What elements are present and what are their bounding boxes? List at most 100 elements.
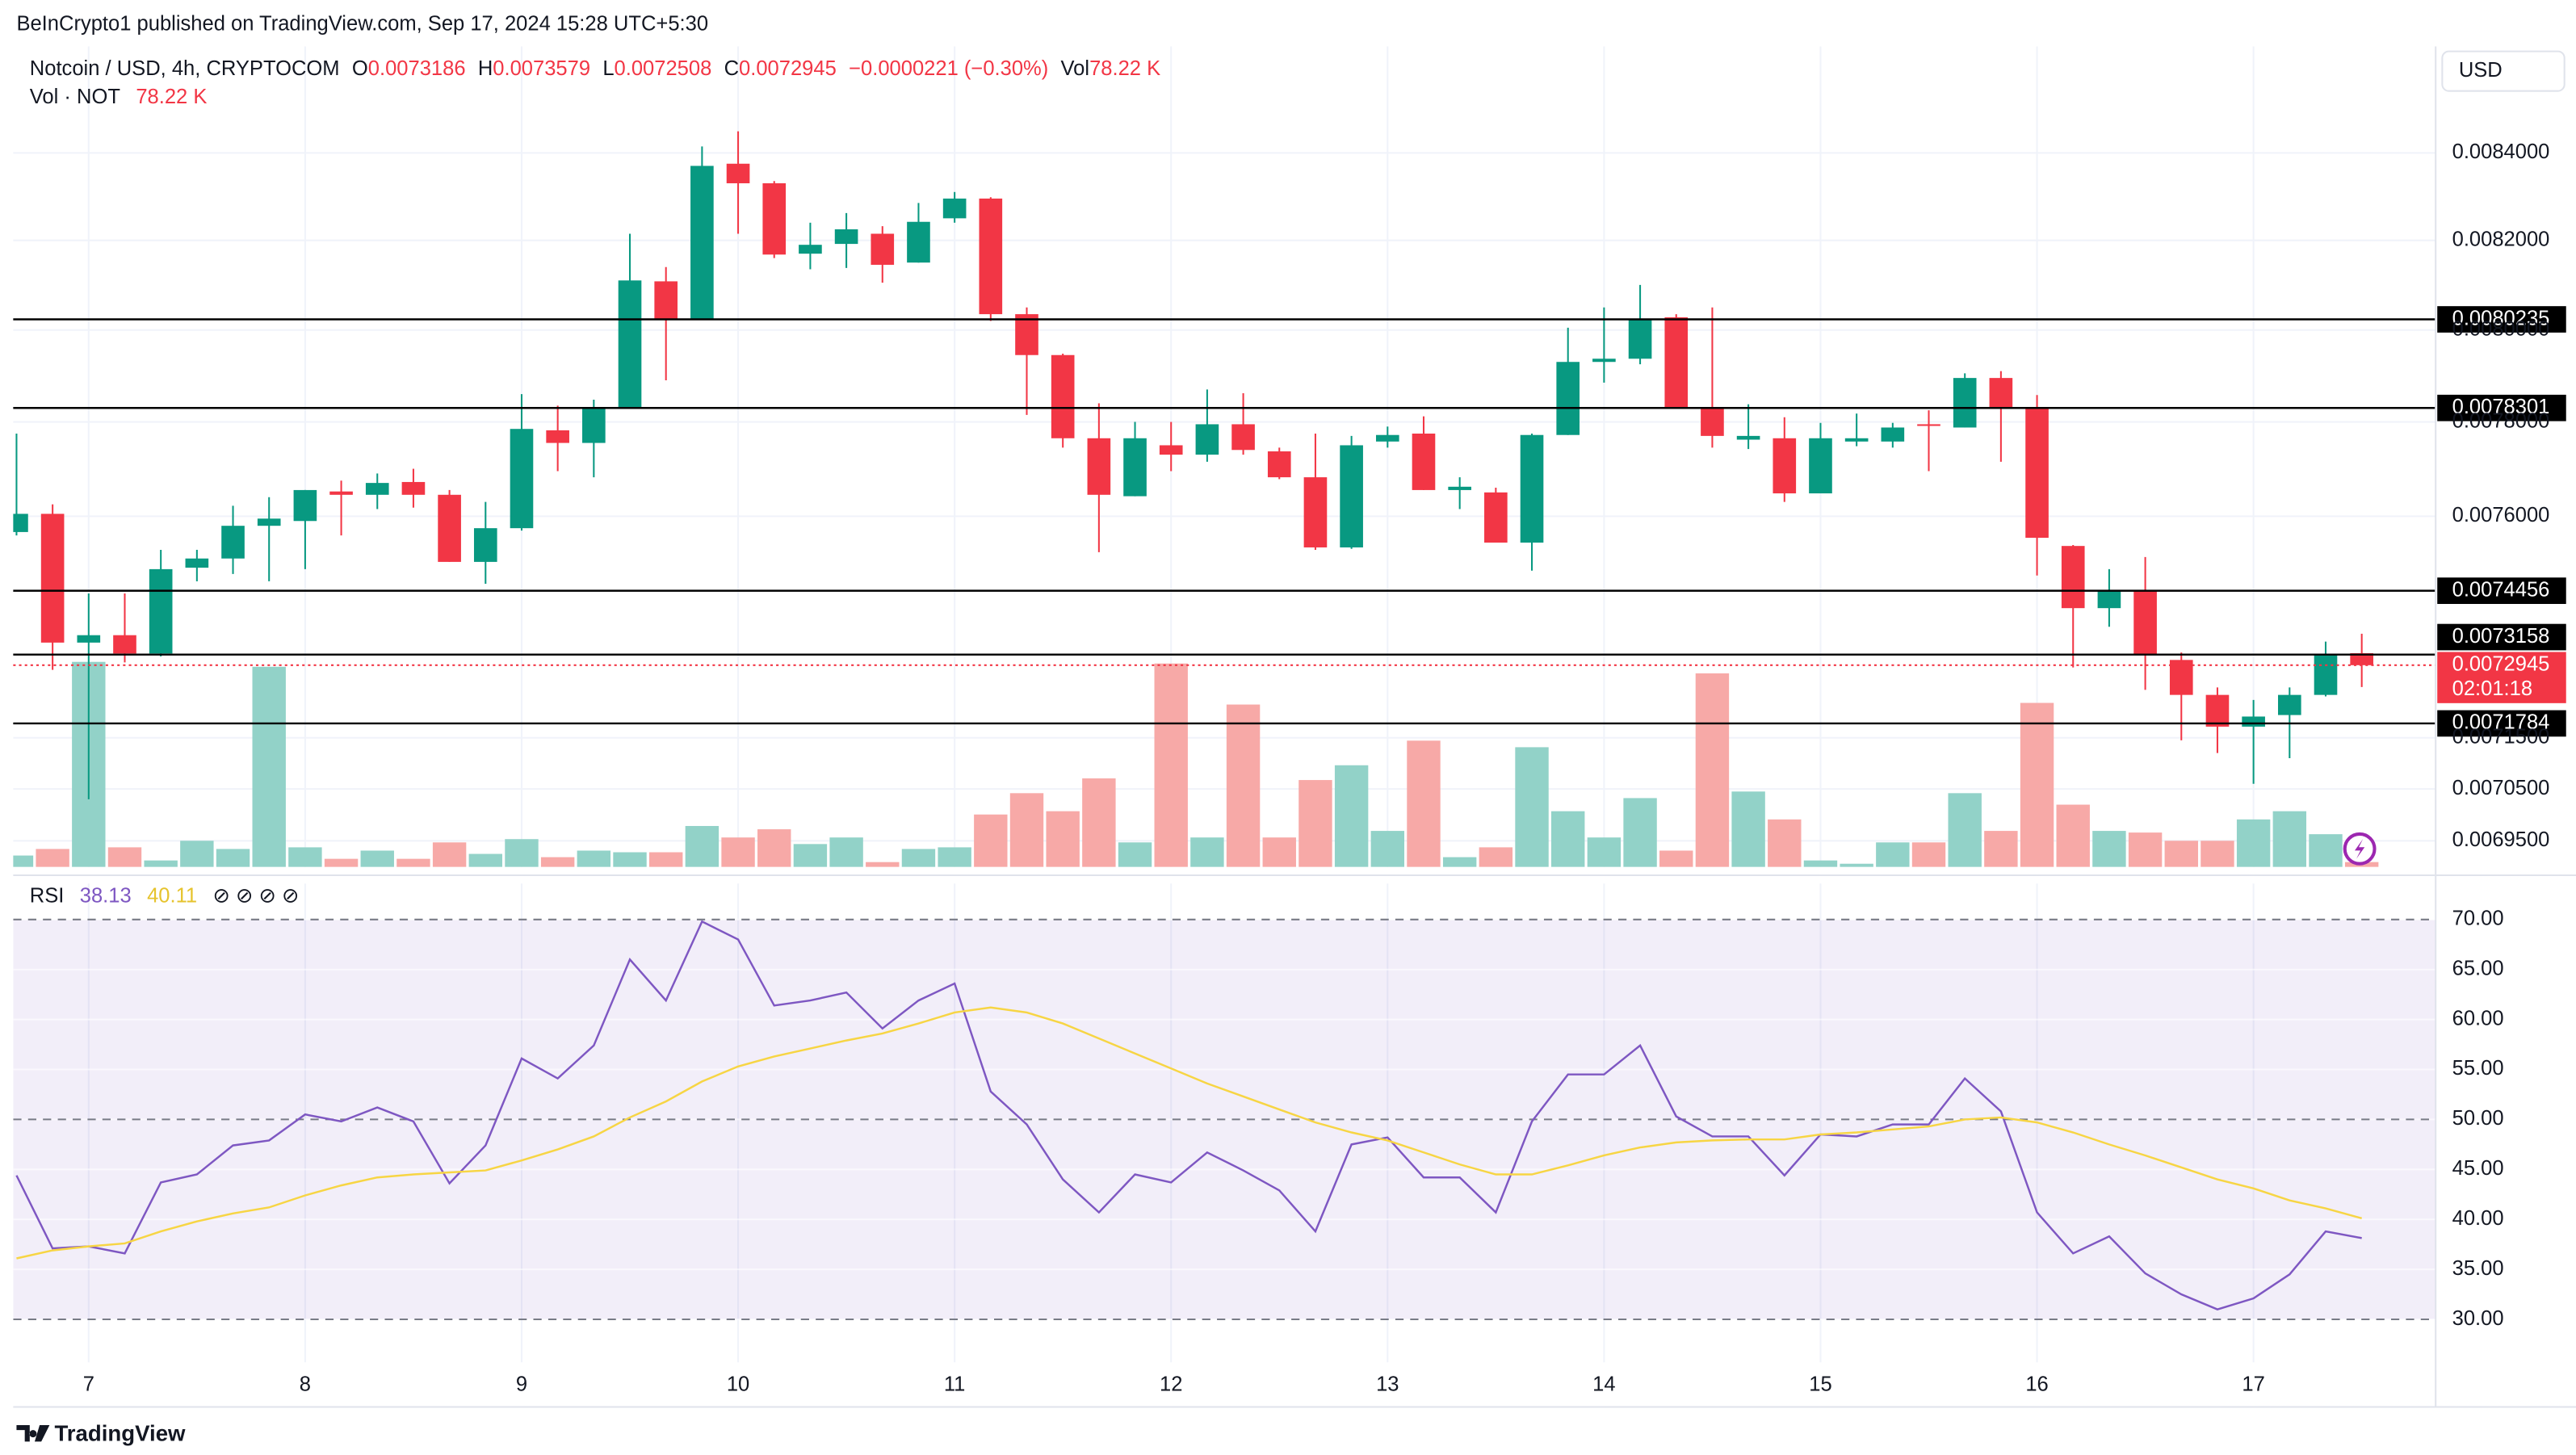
y-tick-label: 0.0070500 xyxy=(2452,777,2550,799)
volume-bar xyxy=(901,849,936,867)
volume-bar xyxy=(324,858,359,867)
y-tick-label: 35.00 xyxy=(2452,1257,2504,1280)
volume-bar xyxy=(1118,842,1152,867)
candle-body xyxy=(726,163,750,183)
volume-bar xyxy=(2056,804,2090,867)
x-tick-label: 12 xyxy=(1160,1373,1182,1396)
rsi-legend: RSI 38.13 40.11 ⊘ ⊘ ⊘ ⊘ xyxy=(30,884,300,907)
publisher: BeInCrypto1 published on TradingView.com… xyxy=(16,13,708,36)
candle-body xyxy=(257,518,281,526)
candle-body xyxy=(1664,317,1689,408)
rsi xyxy=(13,918,2436,1321)
volume-bar xyxy=(1046,811,1080,867)
volume-bar xyxy=(144,860,178,867)
candle-body xyxy=(365,483,389,495)
legend: Notcoin / USD, 4h, CRYPTOCOM O0.0073186 … xyxy=(30,57,1160,80)
candle-body xyxy=(473,528,497,562)
level-label-box xyxy=(2437,623,2566,651)
volume-bar xyxy=(1911,842,1946,867)
y-tick-label: 0.0069500 xyxy=(2452,828,2550,851)
candle-body xyxy=(1628,318,1652,359)
candle-body xyxy=(1773,438,1797,494)
volume-bar xyxy=(1695,673,1730,867)
candle-body xyxy=(2278,694,2301,715)
volume-bar xyxy=(2020,702,2054,867)
value: 78.22 K xyxy=(1089,57,1160,80)
candle-body xyxy=(185,558,209,568)
volume-bar xyxy=(1226,704,1261,867)
volume-bar xyxy=(757,829,791,867)
key: Vol xyxy=(1061,57,1090,80)
level-label: 0.0073158 xyxy=(2452,625,2550,648)
key: O xyxy=(352,57,368,80)
value: 0.0072945 xyxy=(739,57,837,80)
candle-body xyxy=(1412,433,1436,490)
candle-body xyxy=(979,198,1003,315)
y-tick-label: 45.00 xyxy=(2452,1157,2504,1180)
price-label-box xyxy=(2437,652,2566,703)
value: 0.0073186 xyxy=(368,57,466,80)
candle-body xyxy=(1701,407,1724,436)
candle-body xyxy=(582,408,606,443)
candle-body xyxy=(1881,427,1905,442)
candle-body xyxy=(1340,445,1363,547)
levels: 0.0080235 0.0078301 0.0074456 0.0073158 0.00… xyxy=(13,306,2566,737)
level-label: 0.0080235 xyxy=(2452,307,2550,329)
key: RSI xyxy=(30,884,65,907)
candle-body xyxy=(907,221,930,263)
level-label: 0.0078301 xyxy=(2452,396,2550,418)
x-tick-label: 15 xyxy=(1809,1373,1831,1396)
volume-bar xyxy=(2201,841,2234,867)
y-tick-label: 0.0084000 xyxy=(2452,140,2550,163)
candle-body xyxy=(1448,486,1471,490)
candle-body xyxy=(1123,438,1147,497)
countdown: 02:01:18 xyxy=(2452,677,2532,700)
x-tick-label: 10 xyxy=(727,1373,749,1396)
volume-bar xyxy=(866,862,900,867)
candle-body xyxy=(2242,716,2265,727)
candle-body xyxy=(2061,546,2085,609)
x-tick-label: 13 xyxy=(1376,1373,1399,1396)
volume-bar xyxy=(1515,747,1549,867)
currency[interactable]: USD xyxy=(2459,59,2503,82)
y-tick-label: 55.00 xyxy=(2452,1057,2504,1080)
volume-bar xyxy=(468,853,502,867)
y-tick-label: 0.0082000 xyxy=(2452,228,2550,250)
x-tick-label: 9 xyxy=(516,1373,527,1396)
currency-button[interactable] xyxy=(2441,50,2566,92)
candle-body xyxy=(329,491,353,495)
y-tick-label: 0.0076000 xyxy=(2452,504,2550,526)
candle-body xyxy=(871,233,895,265)
candle-body xyxy=(1809,438,1832,494)
volume-bar xyxy=(432,842,467,867)
candle-body xyxy=(13,514,28,532)
candle-body xyxy=(1015,314,1038,355)
x-tick-label: 11 xyxy=(944,1373,966,1396)
candle-body xyxy=(2025,408,2049,539)
y-tick-label: 0.0080000 xyxy=(2452,317,2550,340)
volume-bar xyxy=(938,847,971,867)
key: Vol · NOT xyxy=(30,86,121,108)
volume-bar xyxy=(1298,780,1332,867)
change: −0.0000221 (−0.30%) xyxy=(849,57,1048,80)
volume-bar xyxy=(1731,791,1765,867)
candle-body xyxy=(834,229,858,245)
icons: ⊘ ⊘ ⊘ ⊘ xyxy=(213,884,300,907)
volume-bar xyxy=(1876,842,1910,867)
level-label-box xyxy=(2437,306,2566,333)
candle-body xyxy=(40,514,65,643)
level-label-box xyxy=(2437,710,2566,737)
candle-body xyxy=(1195,424,1219,455)
symbol: Notcoin / USD, 4h, CRYPTOCOM xyxy=(30,57,340,80)
candle-body xyxy=(1953,378,1977,428)
volume-bar xyxy=(1154,663,1188,867)
volume-bar xyxy=(1587,837,1622,867)
candle-body xyxy=(2205,694,2230,727)
volume-bar xyxy=(1551,811,1585,867)
volume-bar xyxy=(1082,778,1116,867)
candle-body xyxy=(221,526,245,559)
volume-bar xyxy=(1840,863,1873,867)
